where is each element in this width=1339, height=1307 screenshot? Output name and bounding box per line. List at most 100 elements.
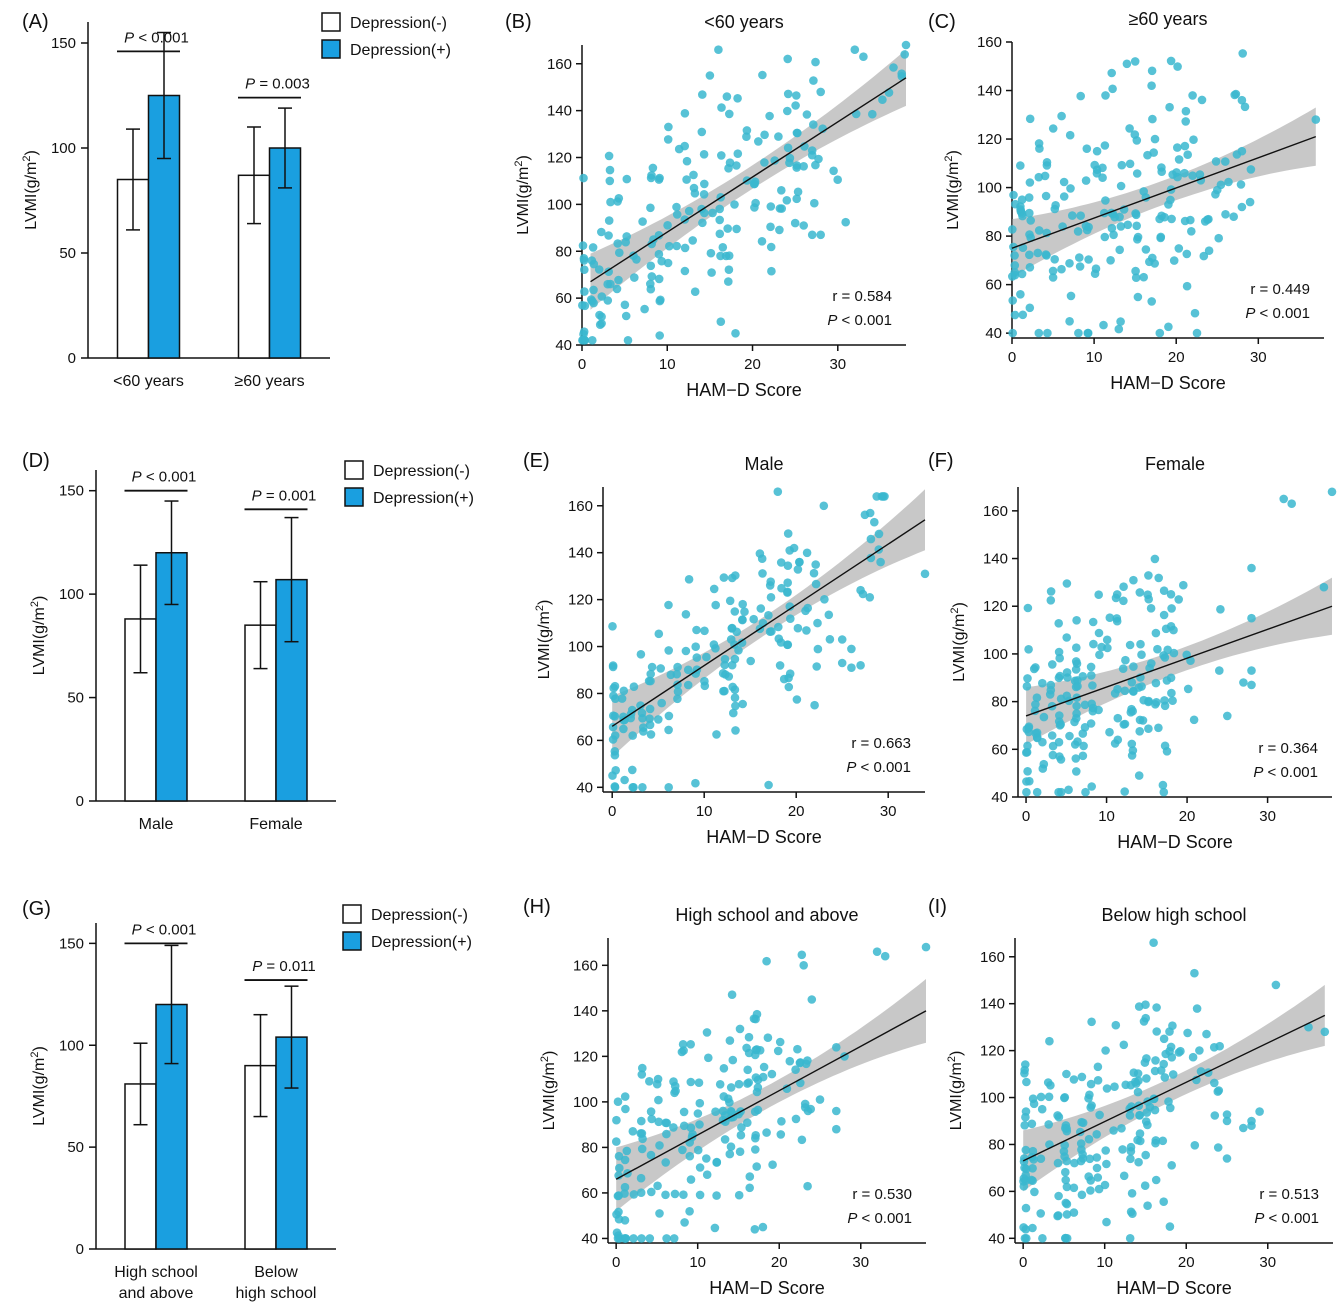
data-point bbox=[653, 1181, 662, 1191]
data-point bbox=[1017, 209, 1027, 218]
p-value-label: P = 0.001 bbox=[252, 487, 317, 504]
data-point bbox=[921, 942, 931, 952]
data-point bbox=[809, 568, 819, 578]
data-point bbox=[608, 735, 618, 744]
data-point bbox=[1072, 616, 1081, 625]
data-point bbox=[1062, 1199, 1072, 1209]
data-point bbox=[1018, 310, 1028, 320]
data-point bbox=[700, 626, 709, 636]
p-value-label-rest: < 0.001 bbox=[142, 469, 197, 486]
data-point bbox=[809, 76, 818, 85]
data-point bbox=[1279, 494, 1288, 504]
category-label: high school bbox=[236, 1285, 317, 1302]
data-point bbox=[791, 1114, 801, 1124]
data-point bbox=[1151, 678, 1161, 688]
data-point bbox=[750, 177, 760, 186]
y-tick-label: 140 bbox=[983, 551, 1008, 568]
data-point bbox=[1088, 681, 1097, 690]
data-point bbox=[1188, 171, 1197, 180]
data-point bbox=[1172, 168, 1181, 177]
data-point bbox=[664, 711, 674, 721]
data-point bbox=[589, 285, 598, 295]
data-point bbox=[1023, 674, 1032, 683]
data-point bbox=[1057, 264, 1066, 274]
data-point bbox=[605, 176, 615, 186]
data-point bbox=[608, 622, 617, 631]
data-point bbox=[1047, 731, 1057, 740]
data-point bbox=[646, 1107, 656, 1116]
data-point bbox=[1133, 1087, 1143, 1097]
data-point bbox=[629, 1190, 639, 1199]
panel-label: (A) bbox=[22, 11, 49, 33]
data-point bbox=[647, 239, 656, 249]
data-point bbox=[717, 151, 726, 160]
data-point bbox=[1036, 1209, 1045, 1218]
data-point bbox=[792, 695, 802, 704]
data-point bbox=[698, 90, 707, 99]
y-tick-label: 120 bbox=[980, 1043, 1005, 1060]
data-point bbox=[629, 1234, 638, 1243]
data-point bbox=[1072, 767, 1081, 776]
data-point bbox=[578, 336, 588, 345]
data-point bbox=[765, 581, 775, 590]
data-point bbox=[653, 1074, 663, 1084]
data-point bbox=[726, 1083, 736, 1092]
data-point bbox=[699, 150, 709, 159]
data-point bbox=[695, 1163, 705, 1172]
data-point bbox=[760, 158, 769, 167]
data-point bbox=[1087, 671, 1096, 680]
data-point bbox=[595, 310, 604, 320]
data-point bbox=[613, 1191, 623, 1201]
data-point bbox=[1114, 324, 1124, 334]
data-point bbox=[709, 584, 719, 594]
data-point bbox=[744, 1078, 753, 1087]
data-point bbox=[1034, 172, 1044, 182]
data-point bbox=[654, 1117, 663, 1127]
data-point bbox=[1087, 699, 1096, 709]
y-tick-label: 140 bbox=[547, 103, 572, 120]
data-point bbox=[672, 202, 681, 212]
data-point bbox=[715, 1080, 725, 1089]
regression-line bbox=[1022, 1014, 1326, 1162]
data-point bbox=[1159, 610, 1169, 620]
data-point bbox=[686, 1123, 696, 1132]
data-point bbox=[1151, 700, 1160, 709]
data-point bbox=[1078, 751, 1088, 761]
data-point bbox=[1025, 178, 1035, 187]
data-point bbox=[1213, 185, 1222, 195]
data-point bbox=[1021, 1145, 1031, 1155]
panel-b: (B) 40 60 80 100 120 140 160 0 10 20 30 <60 years HAM… bbox=[505, 11, 911, 400]
panel-label: (H) bbox=[523, 896, 551, 918]
data-point bbox=[758, 70, 767, 80]
data-point bbox=[1109, 1126, 1118, 1135]
data-point bbox=[760, 130, 769, 140]
data-point bbox=[1215, 1041, 1224, 1051]
data-point bbox=[1190, 308, 1200, 318]
data-point bbox=[1113, 713, 1123, 723]
data-point bbox=[1150, 134, 1160, 144]
data-point bbox=[1072, 701, 1081, 711]
data-point bbox=[611, 766, 620, 775]
data-point bbox=[738, 615, 747, 625]
data-point bbox=[758, 569, 767, 578]
data-point bbox=[715, 229, 725, 239]
data-point bbox=[1197, 95, 1207, 105]
data-point bbox=[1142, 1074, 1151, 1083]
data-point bbox=[718, 1106, 728, 1116]
data-point bbox=[692, 625, 701, 635]
data-point bbox=[1162, 676, 1172, 685]
data-point bbox=[870, 517, 879, 527]
data-point bbox=[785, 669, 795, 678]
data-point bbox=[636, 650, 646, 659]
data-point bbox=[685, 1207, 694, 1216]
data-point bbox=[731, 726, 740, 735]
data-point bbox=[656, 664, 665, 673]
data-point bbox=[1222, 1110, 1232, 1119]
data-point bbox=[876, 557, 885, 567]
panel-title: Below high school bbox=[1101, 905, 1246, 925]
y-tick-label: 40 bbox=[576, 779, 593, 796]
data-point bbox=[1247, 563, 1256, 573]
data-point bbox=[1221, 157, 1230, 166]
data-point bbox=[654, 1095, 663, 1105]
x-axis-label: HAM−D Score bbox=[706, 827, 822, 847]
